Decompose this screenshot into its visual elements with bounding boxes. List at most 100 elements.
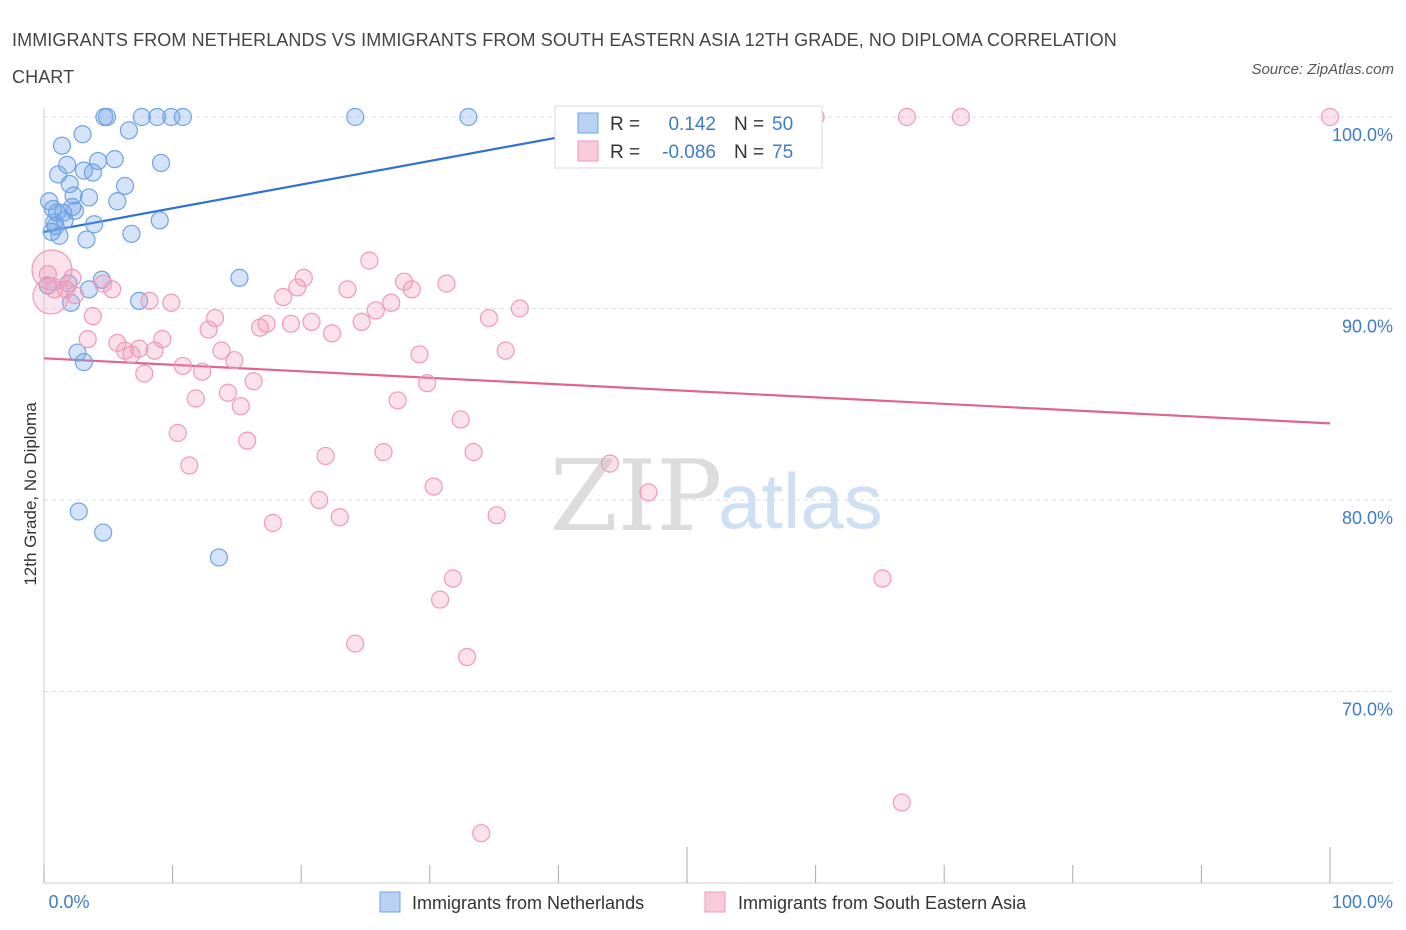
point-se-asia (388, 391, 407, 410)
point-netherlands (46, 217, 65, 236)
point-netherlands (63, 197, 82, 217)
legend-label: Immigrants from South Eastern Asia (738, 893, 1027, 913)
point-se-asia (193, 362, 212, 381)
point-netherlands (54, 203, 73, 222)
point-netherlands (108, 192, 127, 211)
point-se-asia (94, 274, 113, 293)
point-se-asia (32, 277, 70, 315)
point-netherlands (122, 224, 141, 243)
point-se-asia (78, 330, 97, 349)
point-netherlands (73, 125, 92, 144)
trend-lines (43, 135, 1331, 425)
point-se-asia (951, 107, 971, 127)
point-se-asia (510, 299, 529, 318)
point-se-asia (103, 280, 122, 299)
point-se-asia (897, 107, 917, 127)
point-se-asia (873, 569, 892, 588)
point-netherlands (97, 107, 117, 127)
point-se-asia (302, 312, 321, 332)
point-se-asia (288, 278, 307, 297)
point-se-asia (173, 356, 192, 376)
point-se-asia (294, 268, 313, 287)
point-netherlands (60, 174, 79, 194)
y-tick-label: 90.0% (1342, 317, 1393, 337)
point-se-asia (410, 345, 429, 364)
point-se-asia (108, 333, 127, 353)
chart-title: IMMIGRANTS FROM NETHERLANDS VS IMMIGRANT… (12, 30, 1117, 87)
stats-swatch (577, 112, 599, 134)
point-se-asia (374, 443, 393, 462)
point-se-asia (418, 374, 437, 393)
point-netherlands (459, 107, 478, 127)
point-se-asia (394, 272, 414, 291)
point-se-asia (1320, 107, 1340, 127)
point-se-asia (199, 320, 218, 339)
point-se-asia (496, 341, 515, 360)
stats-r-label: R = (610, 142, 640, 163)
point-netherlands (105, 150, 124, 169)
axes (43, 108, 1393, 884)
point-netherlands (58, 155, 77, 174)
point-netherlands (148, 107, 167, 127)
point-se-asia (186, 389, 205, 408)
point-se-asia (153, 330, 172, 349)
point-se-asia (437, 274, 456, 293)
point-se-asia (274, 287, 293, 307)
point-netherlands (64, 186, 83, 205)
stats-swatch (577, 140, 599, 162)
point-se-asia (281, 314, 301, 333)
point-se-asia (600, 454, 619, 473)
point-netherlands (88, 151, 108, 171)
point-netherlands (173, 107, 192, 127)
point-se-asia (402, 280, 421, 299)
stats-box: R = 0.142 N = 50 R = -0.086 N = 75 (554, 105, 823, 169)
point-netherlands (151, 153, 171, 173)
legend-swatch (379, 891, 401, 913)
point-se-asia (338, 280, 357, 299)
point-netherlands (346, 107, 365, 127)
watermark-atlas: atlas (718, 457, 883, 545)
point-se-asia (140, 291, 159, 310)
point-se-asia (244, 372, 263, 391)
source-label: Source: ZipAtlas.com (1251, 61, 1394, 78)
point-netherlands (77, 230, 96, 249)
data-points (31, 107, 1340, 843)
point-se-asia (238, 431, 257, 450)
y-tick-label: 100.0% (1332, 125, 1393, 145)
point-netherlands (69, 502, 88, 521)
stats-n-label: N = (734, 114, 764, 135)
point-netherlands (74, 353, 93, 372)
point-se-asia (424, 477, 443, 496)
point-netherlands (79, 188, 99, 207)
stats-r-value: -0.086 (662, 142, 716, 163)
stats-box-frame (554, 105, 823, 169)
point-se-asia (310, 490, 329, 510)
legend: Immigrants from Netherlands Immigrants fr… (379, 891, 1027, 913)
point-netherlands (150, 211, 169, 230)
stats-n-value: 50 (772, 114, 793, 135)
watermark-zip: ZIP (550, 440, 723, 554)
point-netherlands (115, 176, 135, 196)
point-se-asia (330, 508, 349, 527)
y-axis-label: 12th Grade, No Diploma (21, 402, 40, 586)
stats-r-value: 0.142 (668, 114, 716, 135)
point-se-asia (180, 456, 199, 475)
stats-r-label: R = (610, 114, 640, 135)
point-netherlands (74, 161, 93, 180)
point-se-asia (225, 351, 244, 370)
point-netherlands (85, 215, 104, 234)
legend-swatch (704, 891, 726, 913)
point-se-asia (472, 824, 491, 843)
point-se-asia (892, 793, 911, 812)
point-netherlands (230, 268, 249, 287)
point-netherlands (130, 291, 149, 310)
point-se-asia (130, 339, 149, 358)
point-netherlands (52, 136, 72, 155)
point-se-asia (322, 324, 342, 343)
point-se-asia (212, 341, 231, 360)
point-se-asia (135, 364, 154, 383)
point-netherlands (209, 548, 228, 567)
point-netherlands (119, 121, 138, 140)
